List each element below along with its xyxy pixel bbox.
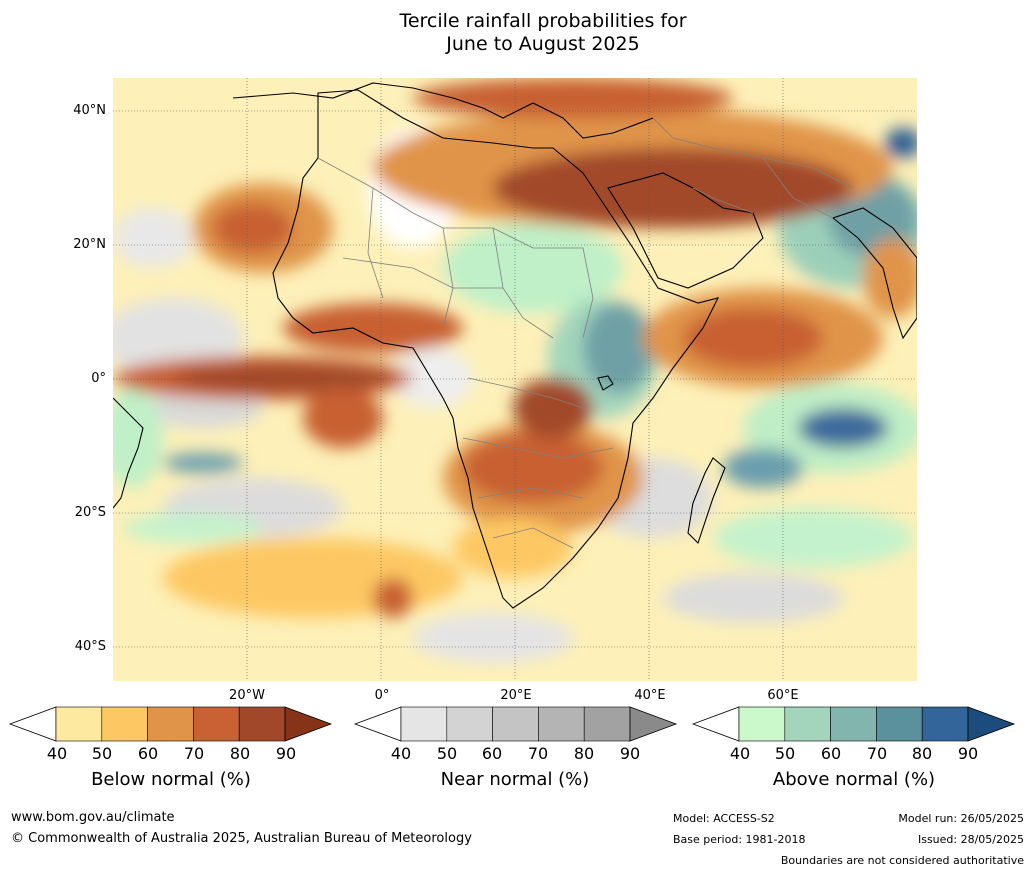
tick: 50: [774, 744, 796, 763]
colorbar-segment: [921, 706, 969, 742]
tick: 50: [436, 744, 458, 763]
lon-label-40e: 40°E: [634, 688, 666, 703]
map-title: Tercile rainfall probabilities for June …: [0, 10, 1035, 56]
tick: 60: [481, 744, 503, 763]
lat-label-40s: 40°S: [74, 639, 106, 654]
lake-victoria: [597, 375, 614, 391]
colorbar-segment: [193, 706, 240, 742]
lon-label-20e: 20°E: [500, 688, 532, 703]
tick: 60: [820, 744, 842, 763]
africa-coastline: [272, 89, 720, 609]
colorbar-extend-low: [691, 706, 740, 742]
tick: 40: [46, 744, 68, 763]
india-coastline: [831, 207, 917, 340]
colorbar-above-normal: [691, 706, 1016, 742]
tick: 80: [573, 744, 595, 763]
europe-coastline: [232, 82, 654, 139]
colorbar-segment: [583, 706, 631, 742]
model-text: Model: ACCESS-S2: [673, 812, 775, 825]
colorbar-segment: [538, 706, 585, 742]
below-normal-title: Below normal (%): [91, 769, 251, 790]
tick: 60: [137, 744, 159, 763]
tick: 70: [866, 744, 888, 763]
colorbar-segment: [101, 706, 148, 742]
tick: 70: [527, 744, 549, 763]
tick: 80: [229, 744, 251, 763]
model-run-text: Model run: 26/05/2025: [898, 812, 1024, 825]
lon-label-20w: 20°W: [229, 688, 265, 703]
colorbar-near-normal: [353, 706, 678, 742]
colorbar-extend-high: [284, 706, 333, 742]
colorbar-segment: [830, 706, 877, 742]
tick: 50: [91, 744, 113, 763]
tick: 90: [275, 744, 297, 763]
tick: 40: [390, 744, 412, 763]
colorbar-segment: [55, 706, 103, 742]
lat-label-0: 0°: [91, 371, 106, 386]
lon-label-60e: 60°E: [767, 688, 799, 703]
tick: 90: [957, 744, 979, 763]
tick: 40: [729, 744, 751, 763]
map-svg: [113, 78, 917, 681]
colorbar-segment: [238, 706, 286, 742]
colorbar-segment: [400, 706, 448, 742]
tick: 80: [911, 744, 933, 763]
arabia-coastline: [607, 172, 764, 289]
colorbar-segment: [784, 706, 831, 742]
colorbar-extend-low: [353, 706, 402, 742]
disclaimer-text: Boundaries are not considered authoritat…: [780, 854, 1024, 867]
colorbar-segment: [446, 706, 493, 742]
title-line-1: Tercile rainfall probabilities for: [399, 10, 687, 32]
copyright-text: © Commonwealth of Australia 2025, Austra…: [11, 831, 472, 846]
country-borders: [317, 117, 854, 549]
website-link[interactable]: www.bom.gov.au/climate: [11, 810, 175, 825]
above-normal-title: Above normal (%): [772, 769, 936, 790]
rainfall-probability-map: [113, 78, 917, 681]
near-normal-title: Near normal (%): [440, 769, 590, 790]
lat-label-40n: 40°N: [73, 103, 106, 118]
coastlines: [113, 82, 917, 609]
title-line-2: June to August 2025: [446, 33, 640, 55]
colorbar-segment: [738, 706, 786, 742]
lat-label-20n: 20°N: [73, 237, 106, 252]
colorbar-extend-low: [8, 706, 57, 742]
colorbar-segment: [492, 706, 539, 742]
colorbar-below-normal: [8, 706, 333, 742]
graticule: [113, 78, 917, 681]
lat-label-20s: 20°S: [74, 505, 106, 520]
colorbar-segment: [876, 706, 923, 742]
tick: 70: [183, 744, 205, 763]
madagascar-coastline: [687, 457, 726, 545]
colorbar-extend-high: [967, 706, 1016, 742]
colorbars: [8, 706, 1016, 742]
base-period-text: Base period: 1981-2018: [673, 833, 806, 846]
south-america-coastline: [113, 397, 144, 509]
tick: 90: [619, 744, 641, 763]
colorbar-segment: [147, 706, 194, 742]
colorbar-extend-high: [629, 706, 678, 742]
lon-label-0: 0°: [374, 688, 390, 703]
issued-text: Issued: 28/05/2025: [917, 833, 1024, 846]
